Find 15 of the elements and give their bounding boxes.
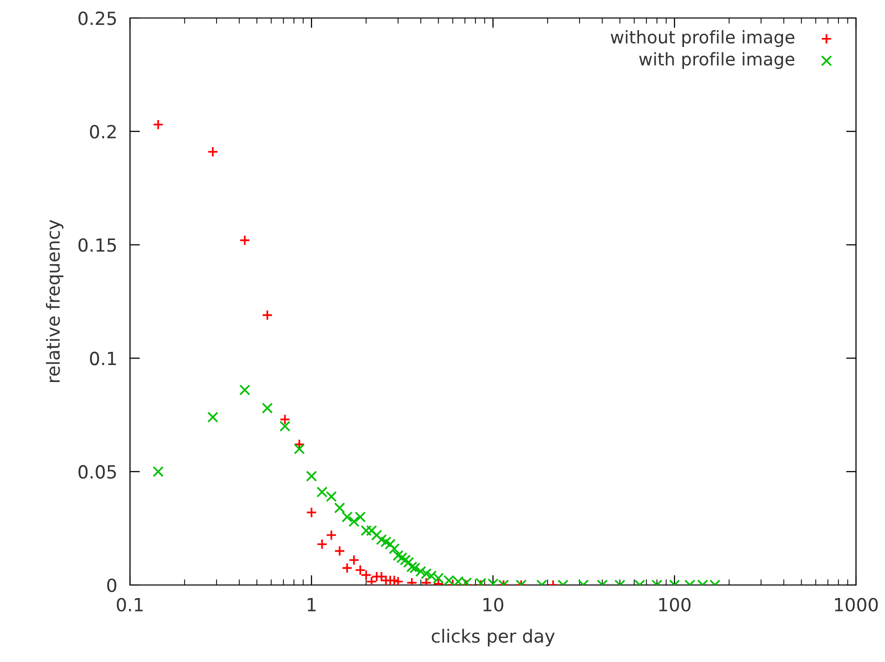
- y-tick-label: 0.05: [78, 465, 116, 479]
- x-tick-label: 1: [308, 598, 316, 612]
- x-tick-label: 1000: [835, 598, 878, 612]
- x-tick-label: 100: [659, 598, 691, 612]
- x-tick-label: 0.1: [116, 598, 143, 612]
- y-axis-title: relative frequency: [46, 220, 64, 382]
- y-tick-label: 0: [107, 578, 116, 592]
- y-tick-label: 0.1: [90, 352, 116, 366]
- x-tick-label: 10: [483, 598, 504, 612]
- y-tick-label: 0.2: [90, 124, 116, 139]
- legend-label: with profile image: [639, 52, 794, 69]
- legend-label: without profile image: [610, 30, 794, 47]
- y-tick-label: 0.25: [78, 11, 116, 26]
- x-axis-title: clicks per day: [432, 628, 555, 646]
- y-tick-label: 0.15: [78, 238, 116, 252]
